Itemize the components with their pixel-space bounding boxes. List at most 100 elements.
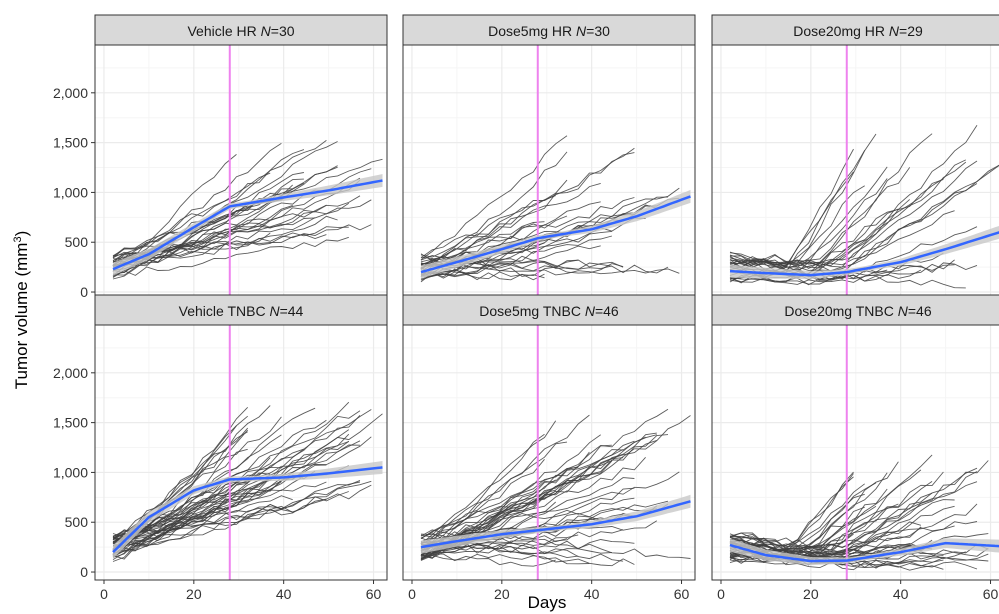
individual-tumor-line — [729, 521, 922, 566]
y-tick-label: 0 — [80, 284, 88, 300]
individual-tumor-line — [112, 470, 316, 541]
individual-tumor-line — [729, 471, 978, 551]
individual-tumor-line — [729, 521, 978, 556]
individual-tumor-line — [420, 408, 669, 544]
individual-tumor-line — [112, 410, 361, 544]
individual-tumor-line — [420, 553, 556, 567]
facet-strip — [94, 14, 388, 46]
x-tick-label: 40 — [276, 586, 292, 602]
individual-tumor-line — [729, 533, 933, 558]
facet-strip-label: Vehicle TNBC N=44 — [179, 303, 304, 319]
y-tick-label: 2,000 — [53, 85, 88, 101]
facet-panel: Dose5mg HR N=30 — [402, 14, 696, 301]
individual-tumor-line — [112, 215, 338, 275]
individual-tumor-line — [729, 482, 877, 560]
x-tick-label: 20 — [186, 586, 202, 602]
y-tick-label: 0 — [80, 564, 88, 580]
individual-tumor-line — [420, 459, 545, 543]
individual-tumor-line — [420, 215, 568, 261]
x-tick-label: 60 — [366, 586, 382, 602]
facet-strip — [711, 14, 999, 46]
facet-panel: Vehicle TNBC N=44 0 500 1,000 1,500 2,000 0 20 4… — [53, 294, 388, 602]
individual-tumor-line — [420, 266, 680, 276]
y-axis-title-end: ) — [12, 231, 31, 237]
y-tick-label: 500 — [65, 514, 89, 530]
x-tick-label: 40 — [893, 586, 909, 602]
facet-strip-label: Dose5mg HR N=30 — [488, 23, 610, 39]
smooth-trend-line — [729, 231, 999, 277]
y-tick-label: 500 — [65, 234, 89, 250]
individual-tumor-line — [729, 124, 978, 271]
facet-strip — [711, 294, 999, 326]
panel-border — [94, 324, 388, 581]
y-axis-title-main: Tumor volume (mm — [12, 243, 31, 390]
individual-tumor-line — [112, 165, 338, 264]
individual-tumor-line — [729, 164, 999, 266]
individual-tumor-line — [112, 140, 327, 258]
x-tick-label: 40 — [584, 586, 600, 602]
smooth-ci-band — [421, 494, 691, 554]
individual-tumor-line — [112, 143, 282, 272]
individual-tumor-line — [420, 271, 545, 281]
facet-strip-label: Dose20mg TNBC N=46 — [784, 303, 931, 319]
x-tick-label: 0 — [408, 586, 416, 602]
individual-tumor-line — [112, 481, 361, 550]
facet-strip-label: Dose20mg HR N=29 — [793, 23, 923, 39]
individual-tumor-line — [420, 553, 635, 567]
facet-strip — [94, 294, 388, 326]
individual-tumor-line — [420, 529, 624, 559]
individual-tumor-line — [112, 498, 327, 544]
panels-group: Vehicle HR N=30 0 500 1,000 1,500 2,000 Dose5m… — [53, 14, 999, 602]
individual-tumor-line — [112, 491, 349, 555]
smooth-trend-line — [112, 179, 383, 271]
facet-strip — [402, 14, 696, 46]
x-tick-label: 0 — [100, 586, 108, 602]
individual-tumor-line — [112, 479, 361, 556]
individual-tumor-line — [729, 481, 978, 548]
y-tick-label: 2,000 — [53, 365, 88, 381]
individual-tumor-line — [729, 454, 933, 551]
individual-tumor-line — [112, 188, 293, 280]
individual-tumor-line — [420, 182, 601, 258]
smooth-trend-line — [420, 195, 691, 274]
smooth-trend-line — [729, 541, 999, 563]
individual-tumor-line — [729, 160, 978, 272]
individual-tumor-line — [729, 178, 888, 271]
panel-border — [402, 324, 696, 581]
individual-tumor-line — [112, 236, 349, 278]
individual-tumor-line — [729, 161, 967, 268]
y-axis-title: Tumor volume (mm3) — [12, 231, 31, 390]
x-tick-label: 20 — [803, 586, 819, 602]
x-tick-label: 20 — [494, 586, 510, 602]
y-tick-label: 1,000 — [53, 464, 88, 480]
individual-tumor-line — [112, 495, 293, 540]
y-axis-title-superscript: 3 — [12, 236, 24, 242]
individual-tumor-line — [420, 217, 646, 281]
individual-tumor-line — [420, 245, 601, 277]
individual-tumor-line — [112, 431, 248, 541]
individual-tumor-line — [729, 185, 865, 268]
facet-panel: Dose20mg HR N=29 — [711, 14, 999, 301]
smooth-trend-line — [112, 466, 383, 554]
individual-tumor-line — [420, 135, 568, 260]
facet-panel: Vehicle HR N=30 0 500 1,000 1,500 2,000 — [53, 14, 388, 301]
x-tick-label: 60 — [674, 586, 690, 602]
y-tick-label: 1,500 — [53, 415, 88, 431]
smooth-trend-line — [420, 500, 691, 549]
individual-tumor-line — [112, 441, 349, 539]
facet-panel: Dose20mg TNBC N=46 0 20 40 60 — [711, 294, 999, 602]
facet-strip-label: Vehicle HR N=30 — [187, 23, 294, 39]
individual-tumor-line — [729, 526, 922, 559]
individual-tumor-line — [420, 539, 635, 559]
facet-panel: Dose5mg TNBC N=46 0 20 40 60 — [402, 294, 696, 602]
x-tick-label: 0 — [717, 586, 725, 602]
individual-tumor-line — [420, 151, 568, 277]
individual-tumor-line — [112, 154, 237, 267]
facet-strip — [402, 294, 696, 326]
individual-tumor-line — [729, 471, 854, 551]
x-tick-label: 60 — [983, 586, 999, 602]
individual-tumor-line — [420, 434, 657, 538]
individual-tumor-line — [420, 201, 601, 266]
individual-tumor-line — [729, 165, 999, 271]
individual-tumor-line — [420, 147, 635, 259]
